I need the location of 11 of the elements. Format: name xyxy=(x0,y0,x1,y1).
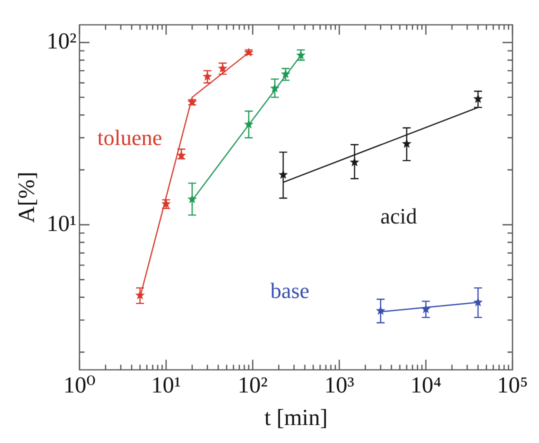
x-tick-label: 10² xyxy=(238,372,268,398)
x-axis-title: t [min] xyxy=(264,405,328,430)
x-tick-label: 10³ xyxy=(324,372,354,398)
y-axis-title: A[%] xyxy=(14,172,39,223)
series-label: toluene xyxy=(97,125,162,150)
x-tick-label: 10⁵ xyxy=(496,372,528,398)
series-label: acid xyxy=(380,204,418,229)
text: base xyxy=(270,278,310,303)
x-tick-label: 10⁰ xyxy=(63,372,96,398)
x-tick-label: 10¹ xyxy=(151,372,182,398)
x-tick-label: 10⁴ xyxy=(410,372,442,398)
